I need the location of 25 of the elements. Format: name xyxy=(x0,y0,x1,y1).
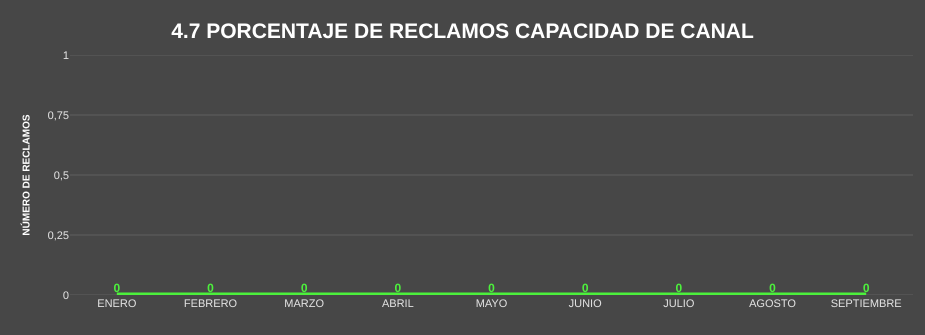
y-tick-label: 0 xyxy=(62,290,69,302)
x-tick-label: MAYO xyxy=(476,298,508,310)
data-label: 0 xyxy=(300,281,308,295)
y-tick-label: 0,5 xyxy=(54,170,69,182)
x-tick-label: SEPTIEMBRE xyxy=(830,298,902,310)
data-label: 0 xyxy=(488,281,496,295)
x-tick-label: JUNIO xyxy=(568,298,602,310)
data-label: 0 xyxy=(769,281,776,295)
data-label: 0 xyxy=(113,281,120,295)
y-axis-title: NÚMERO DE RECLAMOS xyxy=(20,114,33,236)
data-label: 0 xyxy=(394,281,402,295)
data-label: 0 xyxy=(862,281,870,295)
x-tick-label: ABRIL xyxy=(382,298,414,310)
data-label: 0 xyxy=(207,281,214,295)
data-label: 0 xyxy=(675,281,682,295)
x-tick-label: JULIO xyxy=(663,298,695,310)
y-tick-label: 1 xyxy=(62,50,69,62)
y-tick-label: 0,25 xyxy=(48,230,69,242)
x-tick-label: AGOSTO xyxy=(749,298,796,310)
y-tick-label: 0,75 xyxy=(48,110,69,122)
x-tick-label: ENERO xyxy=(97,298,137,310)
x-tick-label: MARZO xyxy=(284,298,324,310)
data-label: 0 xyxy=(582,281,589,295)
chart-title: 4.7 PORCENTAJE DE RECLAMOS CAPACIDAD DE CANAL xyxy=(171,20,754,44)
x-tick-label: FEBRERO xyxy=(184,298,238,310)
